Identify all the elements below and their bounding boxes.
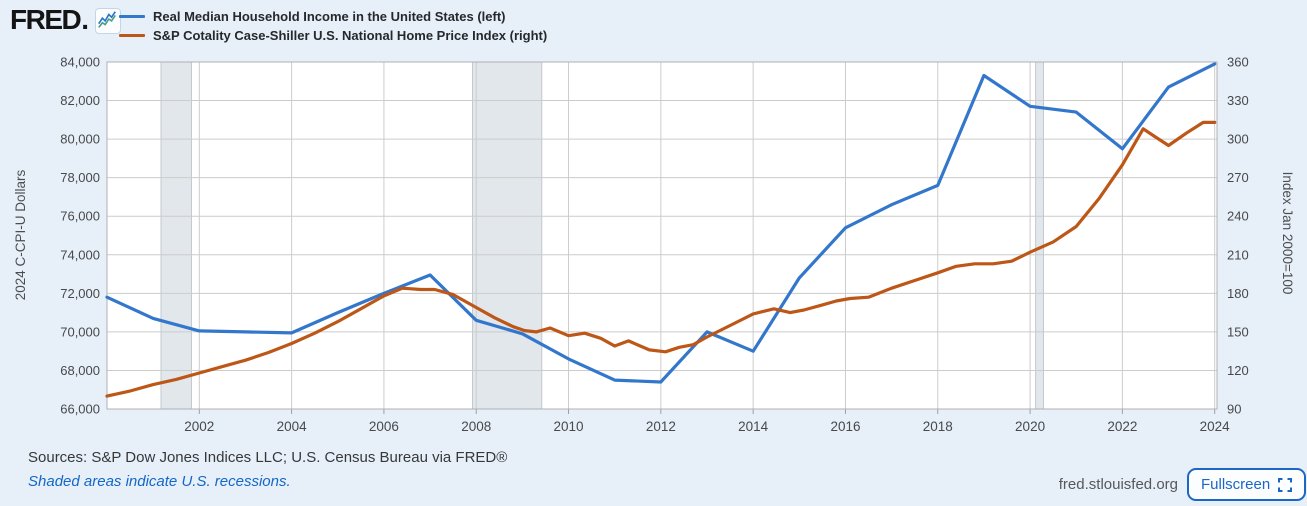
sources-text: Sources: S&P Dow Jones Indices LLC; U.S.…	[28, 449, 508, 466]
income-line-label: Real Median Household Income in the Unit…	[153, 9, 506, 24]
legend-item-home-price: S&P Cotality Case-Shiller U.S. National …	[119, 26, 547, 45]
svg-text:2020: 2020	[1015, 419, 1045, 434]
svg-text:76,000: 76,000	[60, 209, 100, 224]
case-shiller-home-price-index-line	[105, 120, 1217, 398]
svg-text:2022: 2022	[1107, 419, 1137, 434]
recession-bands	[160, 62, 1044, 409]
svg-text:90: 90	[1227, 402, 1241, 417]
plot-border	[106, 61, 1218, 410]
legend-item-income: Real Median Household Income in the Unit…	[119, 7, 547, 26]
svg-text:66,000: 66,000	[60, 402, 100, 417]
recession-band	[161, 62, 192, 409]
right-axis-title: Index Jan 2000=100	[1280, 172, 1295, 295]
svg-text:78,000: 78,000	[60, 170, 100, 185]
svg-text:2024: 2024	[1200, 419, 1231, 434]
svg-text:2018: 2018	[923, 419, 953, 434]
svg-text:74,000: 74,000	[60, 247, 100, 262]
recession-band	[472, 62, 542, 409]
fullscreen-button[interactable]: Fullscreen	[1187, 468, 1307, 501]
svg-text:68,000: 68,000	[60, 363, 100, 378]
svg-text:2002: 2002	[184, 419, 214, 434]
fred-logo-dot: .	[81, 4, 90, 35]
svg-text:120: 120	[1227, 363, 1249, 378]
svg-text:210: 210	[1227, 247, 1249, 262]
svg-text:80,000: 80,000	[60, 132, 100, 147]
chart-plot-area[interactable]: 66,000 68,000 70,000 72,000 74,000 76,000 78,0…	[0, 0, 1307, 445]
svg-text:180: 180	[1227, 286, 1249, 301]
recession-band	[1035, 62, 1044, 409]
svg-text:84,000: 84,000	[60, 55, 100, 70]
svg-text:2010: 2010	[554, 419, 584, 434]
home-price-line-label: S&P Cotality Case-Shiller U.S. National …	[153, 28, 548, 43]
income-line-swatch	[119, 15, 145, 18]
recession-note: Shaded areas indicate U.S. recessions.	[28, 473, 291, 490]
axis-labels: 66,000 68,000 70,000 72,000 74,000 76,000 78,0…	[13, 55, 1295, 435]
real-median-income-line	[105, 62, 1217, 384]
svg-text:82,000: 82,000	[60, 93, 100, 108]
left-axis-title: 2024 C-CPI-U Dollars	[13, 169, 28, 300]
svg-text:300: 300	[1227, 132, 1249, 147]
fullscreen-icon	[1278, 477, 1293, 492]
svg-text:360: 360	[1227, 55, 1249, 70]
svg-text:2016: 2016	[830, 419, 860, 434]
svg-text:72,000: 72,000	[60, 286, 100, 301]
svg-text:270: 270	[1227, 170, 1249, 185]
svg-text:330: 330	[1227, 93, 1249, 108]
fred-logo-chart-icon	[95, 8, 122, 34]
fred-site-link[interactable]: fred.stlouisfed.org	[1058, 476, 1178, 493]
svg-text:2012: 2012	[646, 419, 676, 434]
chart-legend: Real Median Household Income in the Unit…	[119, 7, 547, 45]
home-price-line-swatch	[119, 34, 145, 37]
svg-text:2014: 2014	[738, 419, 769, 434]
svg-text:150: 150	[1227, 324, 1249, 339]
svg-text:2006: 2006	[369, 419, 399, 434]
svg-text:2008: 2008	[461, 419, 491, 434]
plot-background	[107, 62, 1217, 409]
fred-logo-text: FRED	[10, 4, 82, 35]
fred-logo: FRED.	[10, 4, 122, 35]
svg-text:240: 240	[1227, 209, 1249, 224]
fullscreen-button-label: Fullscreen	[1201, 476, 1271, 493]
svg-text:2004: 2004	[277, 419, 308, 434]
svg-text:70,000: 70,000	[60, 324, 100, 339]
